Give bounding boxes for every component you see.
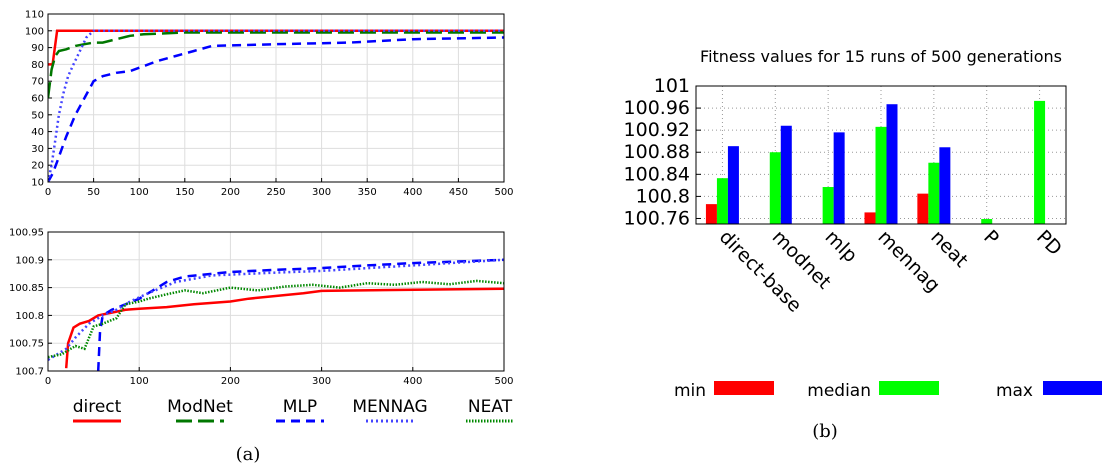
- a-bottom-frame: [47, 231, 505, 372]
- chart-b-x-tick-label: mlp: [821, 226, 862, 267]
- legend-a: direct ModNet MLP MENNAG NEAT: [73, 397, 514, 423]
- caption-b: (b): [812, 421, 838, 442]
- a-top-x-tick-label: 250: [266, 187, 285, 198]
- a-top-series-mlp: [48, 36, 504, 182]
- a-top-x-tick-label: 400: [403, 187, 422, 198]
- a-top-x-tick-label: 500: [494, 187, 513, 198]
- chart-b-bar-min-neat: [917, 193, 929, 224]
- a-top-y-tick-label: 50: [31, 110, 44, 121]
- a-top-x-tick-label: 450: [449, 187, 468, 198]
- a-top-frame: [47, 13, 505, 183]
- a-bottom-y-tick-label: 100.9: [15, 255, 44, 266]
- a-bottom-x-tick-label: 200: [221, 376, 240, 387]
- a-top-y-tick-label: 60: [31, 94, 44, 105]
- a-top-y-tick-label: 80: [31, 60, 44, 71]
- chart-b-y-tick-label: 100.96: [624, 97, 690, 119]
- legend-a-label-neat: NEAT: [468, 397, 513, 417]
- a-bottom-y-tick-label: 100.95: [9, 228, 44, 239]
- chart-b-bar-max-mennag: [886, 104, 898, 224]
- legend-b-swatch-median: [879, 381, 939, 395]
- chart-b-y-tick-label: 100.84: [624, 163, 690, 185]
- chart-b-bar-max-neat: [939, 147, 951, 224]
- legend-b-label-min: min: [674, 381, 706, 401]
- chart-b: Fitness values for 15 runs of 500 genera…: [624, 47, 1067, 317]
- a-top-y-tick-label: 30: [31, 144, 44, 155]
- a-top-y-tick-label: 40: [31, 127, 44, 138]
- a-top-x-tick-label: 200: [221, 187, 240, 198]
- legend-b-label-median: median: [807, 381, 871, 401]
- legend-b-swatch-max: [1043, 381, 1102, 395]
- a-bottom-series-neat: [48, 279, 504, 359]
- a-top-y-tick-label: 20: [31, 161, 44, 172]
- chart-b-y-tick-label: 100.8: [636, 185, 690, 207]
- a-top-x-tick-label: 100: [130, 187, 149, 198]
- chart-b-bar-min-direct-base: [705, 204, 717, 224]
- chart-b-bar-median-modnet: [769, 152, 781, 224]
- a-bottom-y-tick-label: 100.75: [9, 339, 44, 350]
- a-bottom-x-tick-label: 100: [130, 376, 149, 387]
- chart-b-bar-median-pd: [1034, 100, 1046, 224]
- a-bottom-y-tick-label: 100.85: [9, 283, 44, 294]
- a-top-y-tick-label: 110: [25, 10, 44, 21]
- a-top-series-modnet: [48, 31, 504, 99]
- a-bottom-x-tick-label: 500: [494, 376, 513, 387]
- a-top-x-tick-label: 0: [45, 187, 51, 198]
- chart-b-bar-min-mennag: [864, 212, 876, 224]
- legend-a-label-direct: direct: [73, 397, 122, 417]
- a-top-x-tick-label: 350: [358, 187, 377, 198]
- chart-b-x-tick-label: P: [979, 226, 1003, 250]
- legend-a-label-mlp: MLP: [283, 397, 317, 417]
- a-top-x-tick-label: 50: [87, 187, 100, 198]
- chart-b-bar-max-mlp: [833, 132, 845, 224]
- legend-b: min median max: [674, 381, 1102, 401]
- chart-b-frame: [695, 85, 1067, 225]
- a-top-y-tick-label: 10: [31, 178, 44, 189]
- a-bottom-x-tick-label: 300: [312, 376, 331, 387]
- a-top-x-tick-label: 150: [175, 187, 194, 198]
- chart-b-x-tick-label: neat: [926, 226, 972, 272]
- chart-b-x-tick-label: PD: [1032, 226, 1066, 260]
- chart-b-y-tick-label: 101: [654, 75, 690, 97]
- a-bottom-series-direct: [64, 287, 504, 369]
- a-bottom-series-mennag: [48, 258, 504, 361]
- a-bottom-x-tick-label: 400: [403, 376, 422, 387]
- legend-a-label-modnet: ModNet: [167, 397, 233, 417]
- chart-b-bar-median-mlp: [822, 187, 834, 224]
- legend-a-label-mennag: MENNAG: [352, 397, 427, 417]
- chart-b-bar-median-neat: [928, 162, 940, 224]
- chart-b-bar-median-p: [981, 219, 993, 224]
- a-top-y-tick-label: 100: [25, 26, 44, 37]
- chart-b-y-tick-label: 100.88: [624, 141, 690, 163]
- chart-b-bar-max-modnet: [780, 125, 792, 224]
- a-bottom-x-tick-label: 0: [45, 376, 51, 387]
- chart-b-bar-max-direct-base: [727, 146, 739, 224]
- a-top-y-tick-label: 90: [31, 43, 44, 54]
- chart-b-bar-median-direct-base: [716, 178, 728, 224]
- chart-a-bottom: 0 100 200 300 400 500 100.7 100.75 100.8 100.85 10…: [9, 228, 514, 388]
- chart-b-title: Fitness values for 15 runs of 500 genera…: [700, 47, 1062, 66]
- legend-b-label-max: max: [996, 381, 1033, 401]
- a-top-series-direct: [48, 29, 504, 66]
- legend-b-swatch-min: [714, 381, 774, 395]
- chart-b-y-tick-label: 100.76: [624, 207, 690, 229]
- chart-b-y-tick-label: 100.92: [624, 119, 690, 141]
- a-top-x-tick-label: 300: [312, 187, 331, 198]
- a-bottom-y-tick-label: 100.7: [15, 367, 44, 378]
- chart-b-bar-median-mennag: [875, 126, 887, 224]
- chart-a-top: 0 50 100 150 200 250 300 350 400 450 500 10 20 30 40 50…: [25, 10, 514, 199]
- a-top-y-tick-label: 70: [31, 77, 44, 88]
- caption-a: (a): [236, 444, 261, 465]
- a-bottom-y-tick-label: 100.8: [15, 311, 44, 322]
